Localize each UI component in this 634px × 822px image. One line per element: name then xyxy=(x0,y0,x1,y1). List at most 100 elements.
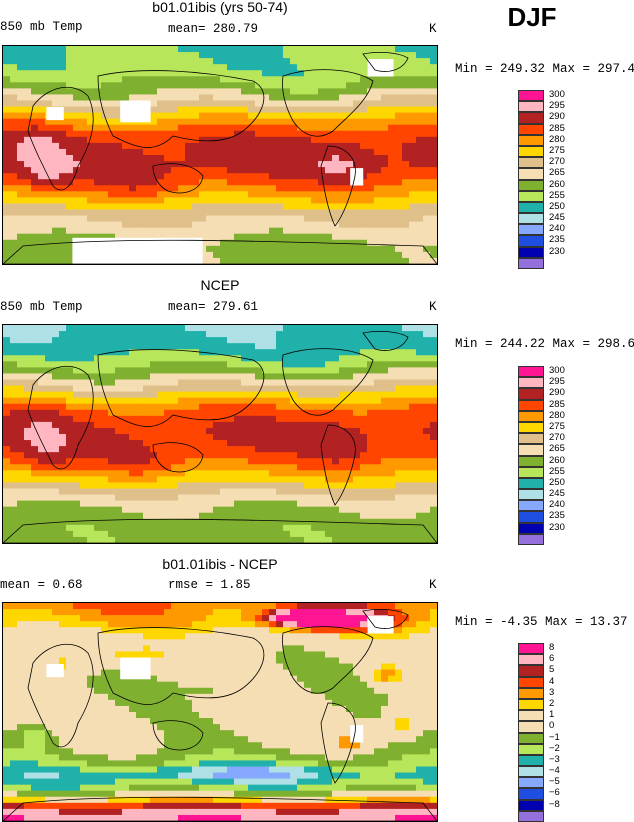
map-cell xyxy=(10,149,18,156)
map-cell xyxy=(416,367,424,374)
map-cell xyxy=(416,76,424,83)
map-cell xyxy=(430,615,437,622)
map-cell xyxy=(3,331,11,338)
map-cell xyxy=(416,161,424,168)
map-cell xyxy=(115,222,123,229)
map-cell xyxy=(164,513,172,520)
map-cell xyxy=(269,173,277,180)
map-cell xyxy=(108,621,116,628)
map-cell xyxy=(108,470,116,477)
map-cell xyxy=(325,107,333,114)
map-cell xyxy=(136,155,144,162)
map-cell xyxy=(192,367,200,374)
map-cell xyxy=(66,495,74,502)
map-cell xyxy=(129,458,137,465)
map-cell xyxy=(325,513,333,520)
map-cell xyxy=(10,203,18,210)
map-cell xyxy=(3,234,11,241)
map-cell xyxy=(283,537,291,543)
map-cell xyxy=(87,507,95,514)
map-cell xyxy=(213,203,221,210)
legend-swatch xyxy=(518,523,544,534)
map-cell xyxy=(416,58,424,65)
map-cell xyxy=(143,143,151,150)
map-cell xyxy=(213,64,221,71)
map-cell xyxy=(276,46,284,53)
map-cell xyxy=(129,615,137,622)
map-cell xyxy=(213,113,221,120)
map-cell xyxy=(220,410,228,417)
map-cell xyxy=(409,137,417,144)
map-cell xyxy=(339,94,347,101)
map-cell xyxy=(59,167,67,174)
map-cell xyxy=(122,185,130,192)
map-cell xyxy=(101,137,109,144)
map-cell xyxy=(332,76,340,83)
map-cell xyxy=(52,434,60,441)
map-cell xyxy=(325,627,333,634)
map-cell xyxy=(290,513,298,520)
map-cell xyxy=(17,482,25,489)
map-cell xyxy=(353,137,361,144)
map-cell xyxy=(80,513,88,520)
map-cell xyxy=(80,537,88,543)
map-cell xyxy=(255,331,263,338)
map-cell xyxy=(108,228,116,235)
map-cell xyxy=(423,94,431,101)
map-cell xyxy=(87,149,95,156)
map-cell xyxy=(395,367,403,374)
map-cell xyxy=(269,101,277,108)
map-cell xyxy=(430,633,437,640)
map-cell xyxy=(409,191,417,198)
map-cell xyxy=(395,482,403,489)
map-cell xyxy=(255,70,263,77)
map-cell xyxy=(430,609,437,616)
map-cell xyxy=(157,149,165,156)
map-cell xyxy=(17,155,25,162)
map-cell xyxy=(241,185,249,192)
map-cell xyxy=(52,46,60,53)
legend-label: 255 xyxy=(549,466,565,478)
map-cell xyxy=(52,609,60,616)
map-cell xyxy=(276,197,284,204)
map-cell xyxy=(17,386,25,393)
map-cell xyxy=(304,489,312,496)
map-cell xyxy=(269,367,277,374)
map-cell xyxy=(185,476,193,483)
map-cell xyxy=(318,495,326,502)
map-cell xyxy=(283,325,291,332)
map-cell xyxy=(318,149,326,156)
map-cell xyxy=(213,367,221,374)
map-cell xyxy=(353,609,361,616)
map-cell xyxy=(45,489,53,496)
map-cell xyxy=(388,216,396,223)
map-cell xyxy=(129,137,137,144)
map-cell xyxy=(304,633,312,640)
map-cell xyxy=(108,58,116,65)
map-cell xyxy=(185,197,193,204)
map-cell xyxy=(66,482,74,489)
map-cell xyxy=(346,88,354,95)
map-cell xyxy=(143,392,151,399)
map-cell xyxy=(339,58,347,65)
map-cell xyxy=(423,76,431,83)
map-cell xyxy=(143,373,151,380)
map-cell xyxy=(80,64,88,71)
map-cell xyxy=(381,137,389,144)
map-cell xyxy=(213,434,221,441)
map-cell xyxy=(164,216,172,223)
map-cell xyxy=(430,161,437,168)
map-cell xyxy=(276,392,284,399)
map-cell xyxy=(374,149,382,156)
map-cell xyxy=(178,392,186,399)
map-cell xyxy=(73,58,81,65)
map-cell xyxy=(80,422,88,429)
map-cell xyxy=(395,125,403,132)
map-cell xyxy=(206,337,214,344)
legend-swatch xyxy=(518,258,544,269)
map-cell xyxy=(339,173,347,180)
map-cell xyxy=(66,52,74,59)
map-cell xyxy=(122,64,130,71)
map-cell xyxy=(318,537,326,543)
map-cell xyxy=(150,343,158,350)
